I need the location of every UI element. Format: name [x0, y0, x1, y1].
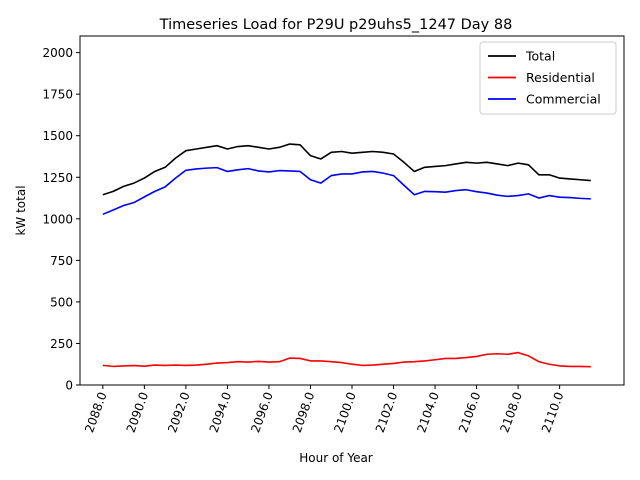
x-tick-label: 2108.0 [497, 390, 525, 434]
x-tick-label: 2106.0 [456, 390, 484, 434]
y-tick-label: 1750 [42, 88, 73, 102]
y-axis: 0 250 500 750 1000 1250 1500 1750 2000 [42, 46, 80, 393]
x-tick-label: 2100.0 [331, 390, 359, 434]
chart-title: Timeseries Load for P29U p29uhs5_1247 Da… [159, 17, 513, 33]
x-tick-label: 2102.0 [373, 390, 401, 434]
y-tick-label: 500 [50, 295, 73, 309]
x-tick-label: 2096.0 [248, 390, 276, 434]
y-tick-label: 250 [50, 337, 73, 351]
legend: Total Residential Commercial [479, 41, 617, 115]
y-tick-label: 750 [50, 254, 73, 268]
y-tick-label: 1000 [42, 212, 73, 226]
legend-label-total: Total [525, 49, 555, 64]
series-line-residential [102, 351, 591, 368]
x-tick-label: 2094.0 [207, 390, 235, 434]
x-tick-label: 2110.0 [539, 390, 567, 434]
x-tick-label: 2090.0 [124, 390, 152, 434]
y-tick-label: 1500 [42, 129, 73, 143]
x-axis-label: Hour of Year [299, 451, 373, 465]
x-tick-label: 2104.0 [414, 390, 442, 434]
legend-label-commercial: Commercial [526, 92, 601, 107]
y-axis-label: kW total [14, 185, 28, 235]
x-axis: 2088.0 2090.0 2092.0 2094.0 2096.0 2098.0 2100… [82, 385, 566, 434]
legend-label-residential: Residential [526, 70, 595, 85]
x-tick-label: 2098.0 [290, 390, 318, 434]
y-tick-label: 0 [65, 379, 73, 393]
x-tick-label: 2092.0 [165, 390, 193, 434]
series-layer [102, 143, 591, 368]
y-tick-label: 2000 [42, 46, 73, 60]
legend-box [479, 41, 617, 115]
x-tick-label: 2088.0 [82, 390, 110, 434]
plot-frame [79, 35, 625, 386]
y-tick-label: 1250 [42, 171, 73, 185]
series-line-total [102, 143, 591, 196]
series-line-commercial [102, 166, 591, 216]
